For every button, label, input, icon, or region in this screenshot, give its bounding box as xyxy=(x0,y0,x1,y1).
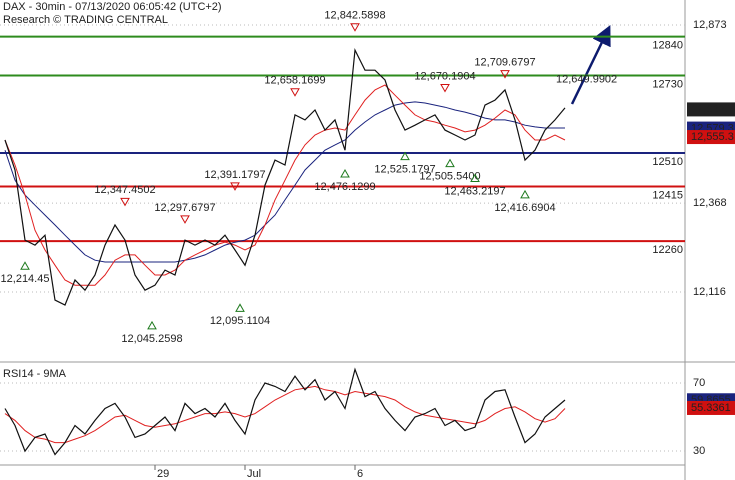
low-marker xyxy=(400,151,410,161)
y-tick-label: 12,368 xyxy=(693,197,727,209)
last-value-label: 55.3361 xyxy=(691,402,731,414)
low-label: 12,045.2598 xyxy=(121,333,182,345)
chart-title: DAX - 30min - 07/13/2020 06:05:42 (UTC+2… xyxy=(3,1,222,13)
low-marker xyxy=(147,320,157,330)
low-label: 12,095.1104 xyxy=(210,315,270,327)
indicator-title: RSI14 - 9MA xyxy=(3,368,67,380)
last-value-badge xyxy=(687,130,735,145)
low-label: 12,416.6904 xyxy=(494,202,555,214)
low-marker xyxy=(340,168,350,178)
high-marker xyxy=(350,23,360,32)
high-label: 12,842.5898 xyxy=(324,10,385,22)
y-tick-label: 12,116 xyxy=(693,286,726,298)
high-marker xyxy=(500,70,510,79)
y-tick-label: 12,873 xyxy=(693,19,727,31)
last-value-label: 12,633.7 xyxy=(691,103,734,115)
level-label: 12415 xyxy=(652,189,683,201)
low-marker xyxy=(445,158,455,168)
series-line xyxy=(4,84,566,286)
high-marker xyxy=(230,182,240,191)
last-value-badge xyxy=(687,102,735,117)
forecast-label: 12,649.9902 xyxy=(556,74,617,86)
low-label: 12,476.1299 xyxy=(314,181,375,193)
low-label: 12,505.5400 xyxy=(419,171,480,183)
last-value-badge xyxy=(687,400,735,415)
high-marker xyxy=(120,197,130,207)
level-label: 12730 xyxy=(652,78,683,90)
series-line xyxy=(4,101,565,263)
series-line xyxy=(4,367,566,456)
y-tick-label: 70 xyxy=(693,377,705,389)
x-tick-label: 29 xyxy=(157,468,169,480)
low-label: 12,525.1797 xyxy=(374,164,435,176)
series-line xyxy=(4,385,566,444)
high-label: 12,709.6797 xyxy=(474,57,535,69)
series-line xyxy=(4,47,566,306)
low-marker xyxy=(520,189,530,199)
low-marker xyxy=(20,261,30,270)
level-label: 12260 xyxy=(652,244,683,256)
y-tick-label: 30 xyxy=(693,445,705,457)
high-marker xyxy=(440,84,450,93)
high-label: 12,347.4502 xyxy=(94,184,155,196)
low-marker xyxy=(235,303,245,312)
forecast-arrow xyxy=(570,25,611,105)
low-label: 12,463.2197 xyxy=(444,185,505,197)
high-marker xyxy=(290,88,300,97)
high-label: 12,658.1699 xyxy=(264,75,325,87)
high-label: 12,391.1797 xyxy=(204,169,265,181)
low-marker xyxy=(470,173,480,183)
level-label: 12510 xyxy=(652,156,683,168)
level-label: 12840 xyxy=(652,40,683,52)
high-label: 12,297.6797 xyxy=(154,202,215,214)
last-value-label: 12,555.3 xyxy=(691,131,734,143)
high-marker xyxy=(180,215,190,224)
x-tick-label: 6 xyxy=(357,468,363,480)
chart-subtitle: Research © TRADING CENTRAL xyxy=(3,14,168,26)
high-label: 12,670.1904 xyxy=(414,70,475,82)
x-tick-label: Jul xyxy=(247,468,261,480)
low-label: 12,214.45 xyxy=(1,273,50,285)
